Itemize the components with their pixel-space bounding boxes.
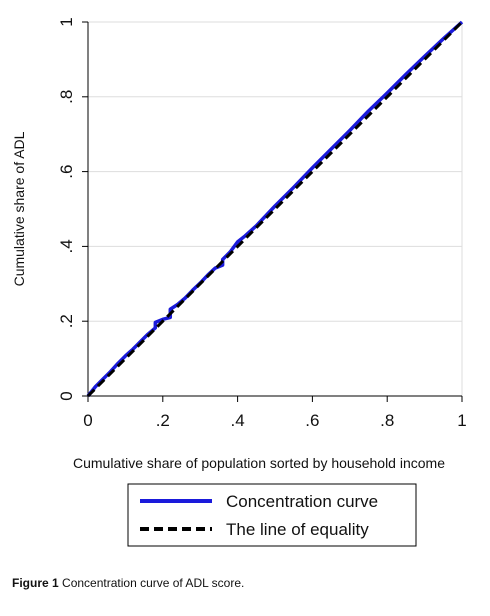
legend: Concentration curve The line of equality: [127, 483, 417, 547]
x-tick-label-5: 1: [457, 411, 466, 430]
x-tick-labels: 0 .2 .4 .6 .8 1: [83, 411, 466, 430]
figure-label: Figure 1: [12, 576, 59, 590]
concentration-chart: 0 .2 .4 .6 .8 1 0 .2 .4 .6 .8 1 Cumulative share o…: [11, 17, 467, 547]
legend-box: [127, 483, 417, 547]
y-tick-label-2: .4: [57, 239, 76, 253]
y-tick-label-1: .2: [57, 314, 76, 328]
y-tick-labels: 0 .2 .4 .6 .8 1: [57, 17, 76, 400]
x-tick-label-4: .8: [380, 411, 394, 430]
figure-caption: Figure 1 Concentration curve of ADL scor…: [12, 576, 244, 590]
series-layer: [86, 20, 464, 398]
legend-label-concentration-curve: Concentration curve: [226, 492, 378, 511]
y-tick-label-5: 1: [57, 17, 76, 26]
axes: [82, 21, 463, 402]
y-tick-label-4: .8: [57, 90, 76, 104]
y-tick-label-0: 0: [57, 391, 76, 400]
x-tick-label-2: .4: [231, 411, 245, 430]
x-tick-label-0: 0: [83, 411, 92, 430]
figure-caption-text: Concentration curve of ADL score.: [62, 576, 245, 590]
y-tick-label-3: .6: [57, 165, 76, 179]
series-line-line-of-equality: [86, 20, 464, 398]
x-tick-label-1: .2: [156, 411, 170, 430]
y-axis-label: Cumulative share of ADL: [11, 131, 27, 286]
x-axis-label: Cumulative share of population sorted by…: [73, 455, 445, 471]
legend-label-line-of-equality: The line of equality: [226, 520, 369, 539]
x-tick-label-3: .6: [305, 411, 319, 430]
